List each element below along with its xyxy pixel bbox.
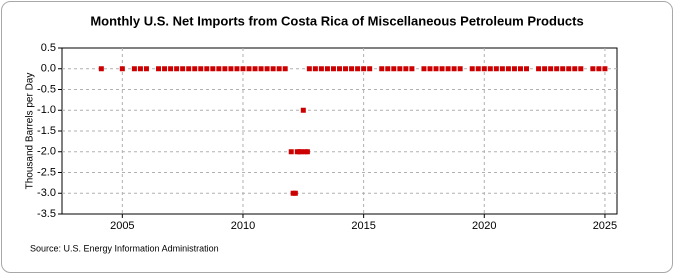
marker [186, 66, 192, 72]
marker [548, 66, 554, 72]
marker [487, 66, 493, 72]
marker [572, 66, 578, 72]
marker [288, 149, 294, 155]
marker [391, 66, 397, 72]
chart-title: Monthly U.S. Net Imports from Costa Rica… [90, 13, 583, 28]
marker [524, 66, 530, 72]
marker [361, 66, 367, 72]
marker [445, 66, 451, 72]
marker [119, 66, 125, 72]
marker [343, 66, 349, 72]
marker [252, 66, 258, 72]
marker [258, 66, 264, 72]
y-tick-label: -1.5 [37, 125, 56, 137]
marker [222, 66, 228, 72]
marker [355, 66, 361, 72]
marker [367, 66, 373, 72]
marker [602, 66, 608, 72]
marker [457, 66, 463, 72]
marker [198, 66, 204, 72]
marker [240, 66, 246, 72]
marker [298, 149, 304, 155]
marker [312, 66, 318, 72]
marker [517, 66, 523, 72]
marker [270, 66, 276, 72]
marker [180, 66, 186, 72]
marker [246, 66, 252, 72]
x-tick-label: 2025 [593, 220, 617, 232]
marker [156, 66, 162, 72]
marker [210, 66, 216, 72]
marker [554, 66, 560, 72]
marker [385, 66, 391, 72]
marker [560, 66, 566, 72]
marker [131, 66, 137, 72]
marker [216, 66, 222, 72]
marker [349, 66, 355, 72]
marker [596, 66, 602, 72]
marker [282, 66, 288, 72]
y-tick-label: -2.0 [37, 146, 56, 158]
marker [578, 66, 584, 72]
marker [330, 66, 336, 72]
marker [409, 66, 415, 72]
y-tick-label: -0.5 [37, 83, 56, 95]
marker [469, 66, 475, 72]
marker [324, 66, 330, 72]
marker [300, 107, 306, 113]
marker [379, 66, 385, 72]
marker [536, 66, 542, 72]
y-axis-label: Thousand Barrels per Day [25, 73, 36, 190]
marker [499, 66, 505, 72]
marker [168, 66, 174, 72]
marker [511, 66, 517, 72]
y-tick-label: 0.5 [41, 42, 56, 54]
marker [493, 66, 499, 72]
marker [292, 190, 298, 196]
marker [481, 66, 487, 72]
marker [228, 66, 234, 72]
x-tick-label: 2015 [351, 220, 375, 232]
x-tick-label: 2020 [472, 220, 496, 232]
marker [174, 66, 180, 72]
marker [542, 66, 548, 72]
marker [264, 66, 270, 72]
marker [566, 66, 572, 72]
marker [397, 66, 403, 72]
x-tick-label: 2005 [110, 220, 134, 232]
y-tick-label: 0.0 [41, 63, 56, 75]
y-tick-label: -3.0 [37, 187, 56, 199]
marker [137, 66, 143, 72]
marker [192, 66, 198, 72]
source-note: Source: U.S. Energy Information Administ… [30, 243, 219, 253]
marker [234, 66, 240, 72]
marker [421, 66, 427, 72]
marker [403, 66, 409, 72]
marker [475, 66, 481, 72]
marker [304, 149, 310, 155]
marker [427, 66, 433, 72]
marker [204, 66, 210, 72]
y-tick-label: -1.0 [37, 104, 56, 116]
marker [433, 66, 439, 72]
marker [451, 66, 457, 72]
y-tick-label: -2.5 [37, 166, 56, 178]
marker [337, 66, 342, 72]
marker [439, 66, 445, 72]
marker [276, 66, 282, 72]
marker [98, 66, 104, 72]
marker [590, 66, 596, 72]
marker [505, 66, 511, 72]
x-tick-label: 2010 [231, 220, 255, 232]
y-tick-label: -3.5 [37, 208, 56, 220]
marker [306, 66, 312, 72]
marker [162, 66, 168, 72]
marker [318, 66, 324, 72]
marker [143, 66, 149, 72]
